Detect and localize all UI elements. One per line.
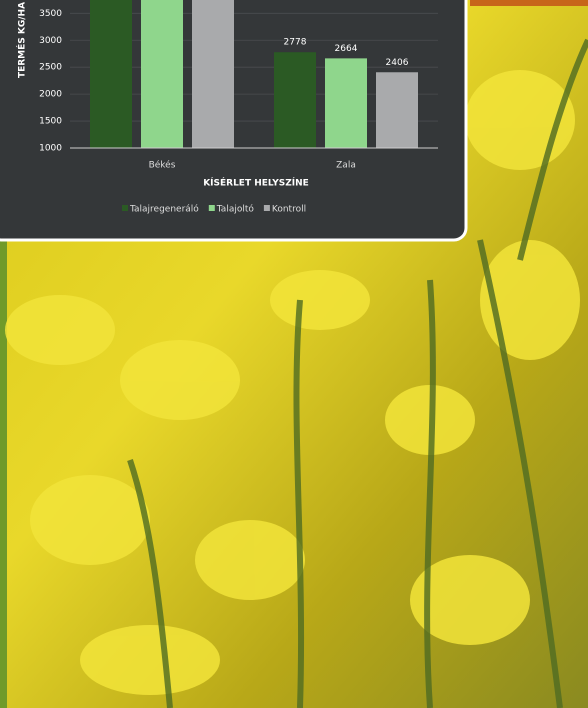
value-label: 2406 (386, 58, 409, 68)
y-tick-label: 1500 (39, 117, 62, 127)
x-axis-title: KÍSÉRLET HELYSZÍNE (203, 177, 309, 189)
x-tick-label: Békés (149, 160, 176, 171)
bar (274, 52, 316, 148)
y-tick-label: 2500 (39, 63, 62, 73)
y-axis-title: TERMÉS KG/HA (16, 2, 28, 78)
legend-label: Talajoltó (216, 204, 255, 215)
value-label: 2778 (284, 38, 307, 48)
legend-swatch (208, 205, 215, 211)
legend-label: Kontroll (272, 205, 306, 215)
bar (376, 72, 418, 148)
bar (325, 58, 367, 148)
bar (141, 0, 183, 149)
legend-swatch (263, 205, 270, 211)
y-tick-label: 1000 (39, 144, 62, 154)
y-tick-label: 3000 (39, 36, 62, 46)
legend: Talajregeneráló Talajoltó Kontroll (122, 204, 306, 215)
chart: TERMÉS KG/HA KÍSÉRLET HELYSZÍNE Talajreg… (0, 0, 468, 242)
legend-label: Talajregeneráló (129, 204, 199, 215)
bar (90, 0, 132, 148)
x-tick-label: Zala (336, 161, 356, 171)
y-tick-label: 3500 (39, 9, 62, 19)
bar (192, 0, 234, 148)
y-tick-label: 2000 (39, 90, 62, 100)
value-label: 2664 (335, 44, 358, 54)
legend-swatch (122, 205, 128, 211)
